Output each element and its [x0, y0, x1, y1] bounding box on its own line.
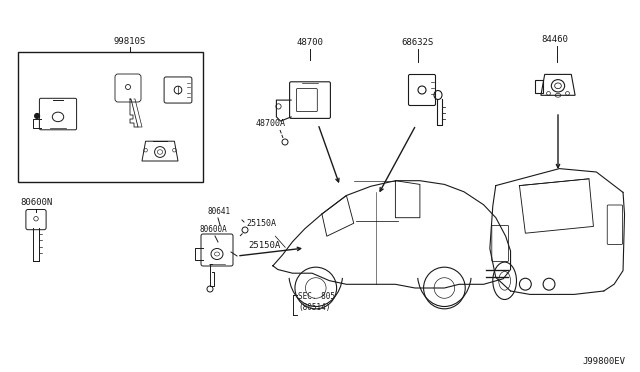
Text: 84460: 84460	[541, 35, 568, 44]
Text: 80600A: 80600A	[199, 225, 227, 234]
Text: 25150A: 25150A	[248, 241, 280, 250]
Text: 80641: 80641	[208, 207, 231, 216]
Text: SEC. 805: SEC. 805	[298, 292, 335, 301]
Text: 48700: 48700	[296, 38, 323, 47]
Circle shape	[35, 113, 40, 118]
Text: 25150A: 25150A	[246, 219, 276, 228]
Text: 68632S: 68632S	[402, 38, 434, 47]
Text: 48700A: 48700A	[256, 119, 286, 128]
Bar	[535, 80, 543, 93]
Text: J99800EV: J99800EV	[582, 357, 625, 366]
Text: (80514): (80514)	[298, 303, 330, 312]
Text: 99810S: 99810S	[114, 37, 146, 46]
Text: 80600N: 80600N	[20, 198, 52, 207]
Bar	[18, 52, 203, 182]
